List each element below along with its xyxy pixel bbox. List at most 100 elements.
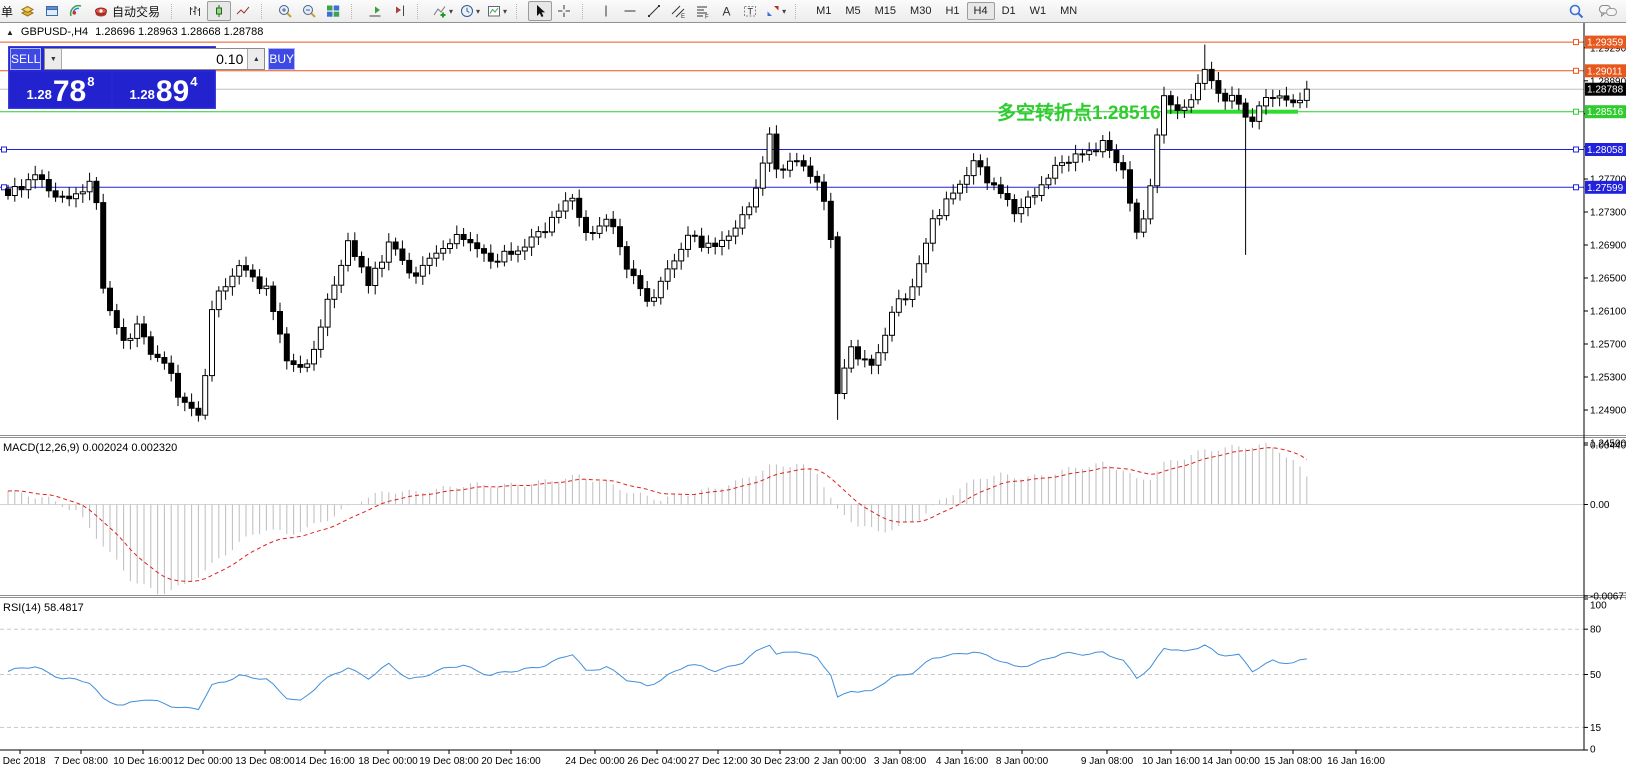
svg-text:5 Dec 2018: 5 Dec 2018: [0, 756, 46, 767]
candles: [5, 44, 1310, 422]
lot-decrease-button[interactable]: ▼: [45, 49, 63, 69]
svg-text:9 Jan 08:00: 9 Jan 08:00: [1081, 756, 1134, 767]
chart-shift-icon[interactable]: [387, 1, 411, 21]
timeframe-M30[interactable]: M30: [910, 5, 932, 17]
indicators-menu-button[interactable]: ▾: [429, 1, 456, 21]
svg-text:1.26100: 1.26100: [1590, 307, 1626, 318]
zoom-in-icon[interactable]: [273, 1, 297, 21]
svg-text:1.24500: 1.24500: [1590, 439, 1626, 450]
data-window-icon[interactable]: [40, 1, 64, 21]
dropdown-caret-icon: ▾: [503, 6, 508, 16]
svg-text:2 Jan 00:00: 2 Jan 00:00: [814, 756, 867, 767]
timeframe-W1[interactable]: W1: [1029, 5, 1047, 17]
svg-text:1.28516: 1.28516: [1587, 107, 1624, 118]
timeframe-M1[interactable]: M1: [816, 5, 832, 17]
toolbar-gripper: [171, 3, 179, 19]
timeframe-D1[interactable]: D1: [1001, 5, 1016, 17]
auto-scroll-icon[interactable]: [363, 1, 387, 21]
pivot-annotation: 多空转折点1.28516: [997, 101, 1161, 124]
rsi-label: RSI(14) 58.4817: [3, 602, 84, 614]
chart-canvas[interactable]: 多空转折点1.285161.292901.288901.284901.28090…: [0, 23, 1626, 770]
text-label-tool-icon[interactable]: T: [738, 1, 762, 21]
toolbar-gripper: [582, 3, 590, 19]
svg-text:30 Dec 23:00: 30 Dec 23:00: [750, 756, 810, 767]
fibonacci-tool-icon[interactable]: F: [690, 1, 714, 21]
cursor-tool-icon[interactable]: [528, 1, 553, 21]
buy-button[interactable]: BUY: [268, 48, 296, 70]
svg-text:12 Dec 00:00: 12 Dec 00:00: [173, 756, 233, 767]
svg-text:1.29290: 1.29290: [1590, 43, 1626, 54]
svg-text:1.29011: 1.29011: [1587, 66, 1623, 77]
horizontal-lines: [0, 39, 1584, 191]
horizontal-line-tool-icon[interactable]: [618, 1, 642, 21]
svg-text:27 Dec 12:00: 27 Dec 12:00: [688, 756, 748, 767]
svg-text:1.25300: 1.25300: [1590, 373, 1626, 384]
arrows-menu-button[interactable]: ▾: [762, 1, 789, 21]
trendline-tool-icon[interactable]: [642, 1, 666, 21]
timeframe-MN[interactable]: MN: [1060, 5, 1078, 17]
toolbar-gripper: [351, 3, 359, 19]
svg-text:1.27700: 1.27700: [1590, 175, 1626, 186]
periods-menu-button[interactable]: ▾: [456, 1, 483, 21]
lot-increase-button[interactable]: ▲: [247, 49, 265, 69]
new-order-icon[interactable]: [16, 1, 40, 21]
new-order-button-partial[interactable]: 单: [1, 4, 14, 19]
svg-text:1.26900: 1.26900: [1590, 241, 1626, 252]
svg-text:80: 80: [1590, 625, 1602, 636]
zoom-out-icon[interactable]: [297, 1, 321, 21]
svg-text:16 Jan 16:00: 16 Jan 16:00: [1327, 756, 1385, 767]
vertical-line-tool-icon[interactable]: [594, 1, 618, 21]
sell-price-box[interactable]: 1.28 78 8: [10, 72, 111, 107]
search-icon[interactable]: [1564, 1, 1588, 21]
sell-button[interactable]: SELL: [10, 48, 42, 70]
chat-icon[interactable]: [1596, 1, 1620, 21]
svg-text:F: F: [705, 15, 709, 20]
buy-price-sup: 4: [190, 74, 198, 89]
one-click-trading-panel: SELL ▼ ▲ BUY 1.28 78 8 1.28 89 4: [8, 46, 296, 109]
bar-chart-icon[interactable]: [183, 1, 207, 21]
green-pivot-segment: [1165, 109, 1298, 114]
ohlc-values: 1.28696 1.28963 1.28668 1.28788: [95, 26, 264, 38]
buy-price-small: 1.28: [129, 87, 155, 102]
timeframe-H1[interactable]: H1: [945, 5, 960, 17]
lot-size-input[interactable]: [62, 49, 248, 69]
price-badges: 1.29359 1.29011 1.28788 1.28516 1.28058 1.275…: [1585, 35, 1626, 194]
sell-price-small: 1.28: [26, 87, 52, 102]
svg-text:8 Jan 00:00: 8 Jan 00:00: [996, 756, 1049, 767]
autotrading-button[interactable]: 自动交易: [88, 1, 165, 21]
toolbar: 单 自动交易: [0, 0, 1626, 23]
timeframe-group: M1 M5 M15 M30 H1 H4 D1 W1 MN: [809, 2, 1084, 20]
signals-icon[interactable]: [64, 1, 88, 21]
svg-text:14 Jan 00:00: 14 Jan 00:00: [1202, 756, 1260, 767]
axis-labels: 1.292901.288901.284901.280901.277001.273…: [0, 43, 1626, 767]
templates-menu-button[interactable]: ▾: [483, 1, 510, 21]
timeframe-M5[interactable]: M5: [845, 5, 861, 17]
svg-text:1.28058: 1.28058: [1587, 145, 1624, 156]
svg-text:T: T: [748, 7, 754, 17]
svg-text:10 Dec 16:00: 10 Dec 16:00: [113, 756, 173, 767]
svg-text:15: 15: [1590, 723, 1602, 734]
crosshair-tool-icon[interactable]: [552, 1, 576, 21]
equidistant-channel-tool-icon[interactable]: E: [666, 1, 690, 21]
dropdown-caret-icon: ▾: [782, 6, 787, 16]
one-click-panel-toggle[interactable]: ▲: [6, 27, 14, 37]
toolbar-gripper: [795, 3, 803, 19]
macd-label: MACD(12,26,9) 0.002024 0.002320: [3, 442, 177, 454]
svg-text:1.25700: 1.25700: [1590, 340, 1626, 351]
timeframe-M15[interactable]: M15: [874, 5, 897, 17]
svg-text:1.28788: 1.28788: [1587, 85, 1624, 96]
rsi-line: [7, 644, 1307, 711]
svg-text:E: E: [681, 14, 685, 19]
tile-windows-icon[interactable]: [321, 1, 345, 21]
svg-text:-0.006778: -0.006778: [1590, 592, 1626, 603]
text-tool-icon[interactable]: A: [714, 1, 738, 21]
timeframe-H4[interactable]: H4: [966, 2, 995, 20]
sell-price-big: 78: [52, 75, 87, 108]
svg-text:18 Dec 00:00: 18 Dec 00:00: [358, 756, 418, 767]
line-chart-icon[interactable]: [231, 1, 255, 21]
candlestick-chart-icon[interactable]: [207, 1, 232, 21]
svg-text:A: A: [723, 5, 731, 19]
buy-price-box[interactable]: 1.28 89 4: [113, 72, 214, 107]
svg-text:26 Dec 04:00: 26 Dec 04:00: [627, 756, 687, 767]
